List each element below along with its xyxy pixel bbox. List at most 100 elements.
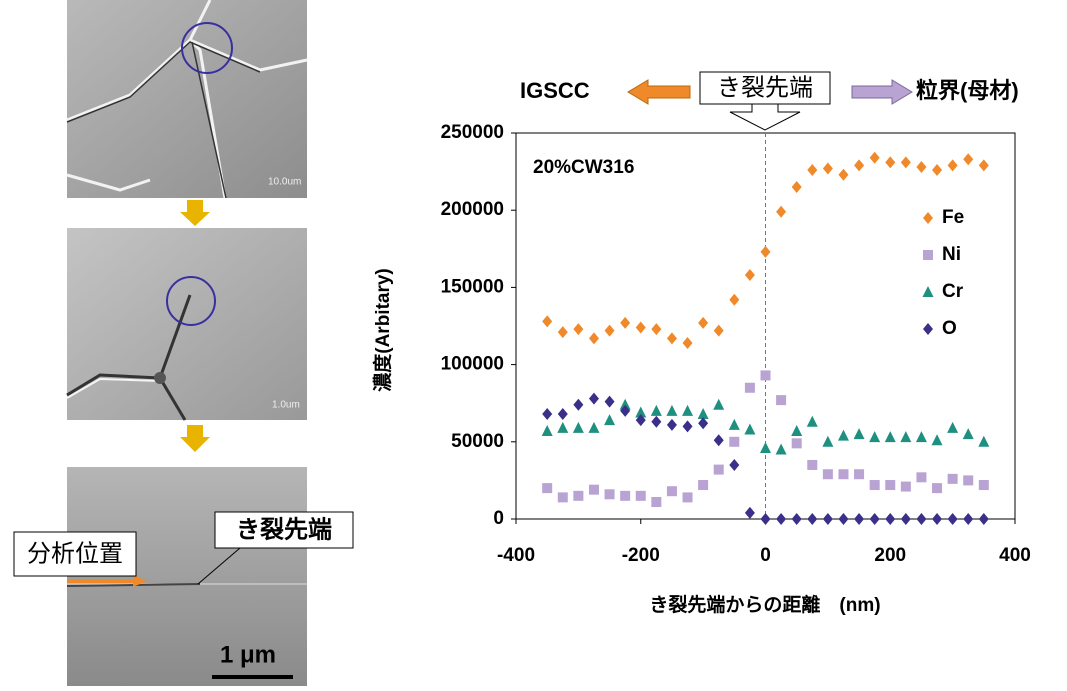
legend-label: Ni	[942, 244, 961, 265]
point	[589, 393, 599, 405]
point	[589, 332, 599, 344]
point	[901, 482, 911, 492]
point	[963, 428, 974, 439]
legend-label: Fe	[942, 207, 964, 228]
point	[698, 317, 708, 329]
point	[776, 395, 786, 405]
point	[916, 161, 926, 173]
scale-text: 10.0um	[268, 177, 301, 188]
point	[823, 513, 833, 525]
point	[792, 513, 802, 525]
point	[604, 414, 615, 425]
point	[573, 491, 583, 501]
point	[923, 323, 933, 335]
y-tick-label: 250000	[441, 122, 504, 143]
analysis-label: 分析位置	[27, 540, 123, 567]
point	[870, 480, 880, 490]
point	[901, 513, 911, 525]
point	[885, 513, 895, 525]
point	[683, 492, 693, 502]
point	[558, 492, 568, 502]
point	[542, 315, 552, 327]
down-arrow	[180, 200, 210, 226]
point	[869, 431, 880, 442]
sem-image-3: 分析位置 き裂先端 1 μm	[14, 467, 353, 686]
down-arrow	[180, 425, 210, 452]
point	[683, 337, 693, 349]
annotation: 20%CW316	[533, 157, 634, 178]
point	[636, 491, 646, 501]
point	[979, 513, 989, 525]
x-tick-label: 0	[760, 545, 771, 566]
point	[729, 294, 739, 306]
point	[698, 480, 708, 490]
x-axis-label: き裂先端からの距離 (nm)	[649, 593, 880, 616]
x-tick-label: 400	[999, 545, 1031, 566]
point	[745, 383, 755, 393]
point	[542, 483, 552, 493]
point	[923, 286, 934, 297]
point	[745, 507, 755, 519]
point	[870, 152, 880, 164]
point	[651, 497, 661, 507]
point	[854, 428, 865, 439]
x-tick-label: -200	[622, 545, 660, 566]
arrow-down	[730, 104, 800, 130]
point	[651, 323, 661, 335]
point	[854, 513, 864, 525]
point	[963, 513, 973, 525]
point	[948, 474, 958, 484]
point	[558, 408, 568, 420]
legend-label: Cr	[942, 281, 964, 302]
scale-bar-label: 1 μm	[220, 641, 276, 668]
y-tick-label: 0	[493, 508, 504, 529]
point	[776, 206, 786, 218]
point	[667, 332, 677, 344]
point	[760, 442, 771, 453]
point	[854, 469, 864, 479]
point	[916, 431, 927, 442]
point	[666, 405, 677, 416]
point	[620, 317, 630, 329]
point	[885, 480, 895, 490]
point	[823, 163, 833, 175]
point	[838, 469, 848, 479]
point	[792, 438, 802, 448]
point	[605, 396, 615, 408]
y-axis-label: 濃度(Arbitary)	[371, 268, 394, 392]
point	[636, 322, 646, 334]
point	[932, 434, 943, 445]
point	[791, 425, 802, 436]
point	[979, 159, 989, 171]
point	[713, 399, 724, 410]
point	[744, 423, 755, 434]
point	[822, 436, 833, 447]
point	[776, 513, 786, 525]
x-tick-label: 200	[874, 545, 906, 566]
point	[682, 405, 693, 416]
point	[573, 323, 583, 335]
point	[573, 399, 583, 411]
point	[807, 513, 817, 525]
point	[714, 465, 724, 475]
point	[838, 513, 848, 525]
point	[605, 325, 615, 337]
point	[854, 159, 864, 171]
point	[557, 422, 568, 433]
arrow-right	[852, 80, 912, 104]
point	[932, 513, 942, 525]
tip-label: き裂先端	[236, 516, 332, 543]
point	[729, 459, 739, 471]
legend-label: O	[942, 318, 957, 339]
arrow-left	[628, 80, 690, 104]
point	[761, 246, 771, 258]
point	[870, 513, 880, 525]
point	[792, 181, 802, 193]
point	[558, 326, 568, 338]
point	[620, 491, 630, 501]
scale-text: 1.0um	[272, 400, 300, 411]
point	[729, 437, 739, 447]
point	[978, 436, 989, 447]
point	[923, 212, 933, 224]
point	[932, 164, 942, 176]
